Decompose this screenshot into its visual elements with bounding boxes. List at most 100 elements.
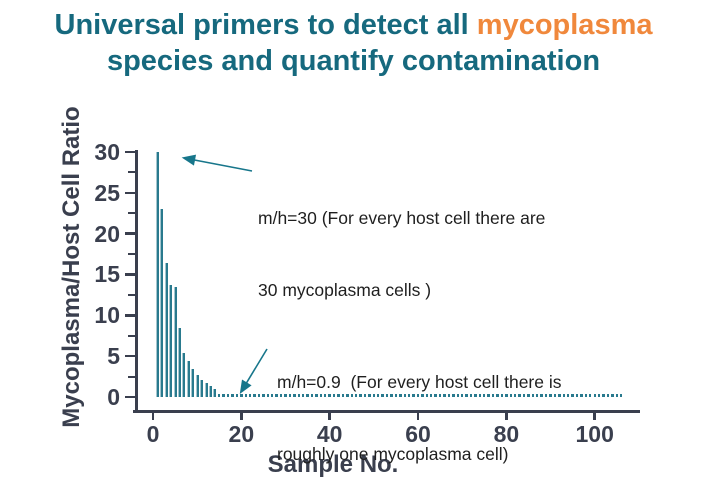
tail-dot-sample-24 [257,394,261,397]
tail-dot-sample-53 [385,394,389,397]
tail-dot-sample-36 [310,394,314,397]
tail-dot-sample-52 [381,394,384,397]
tail-dot-sample-96 [575,394,579,397]
tail-dot-sample-26 [266,394,270,397]
x-tick [240,413,243,420]
tail-dot-sample-39 [324,394,327,397]
y-minor-tick [128,212,135,215]
tail-dot-sample-82 [513,394,517,397]
x-axis-title: Sample No. [267,451,399,478]
x-axis-line [133,410,640,413]
tail-dot-sample-44 [346,394,349,397]
title-text: Universal primers to detect all [54,9,477,41]
y-major-tick [125,150,135,154]
y-tick-label: 0 [107,384,120,410]
tail-dot-sample-81 [509,394,512,397]
annotation-mh09: m/h=0.9 (For every host cell there is ro… [277,322,562,484]
bar-sample-5 [173,286,177,397]
y-major-tick [125,395,135,399]
tail-dot-sample-89 [544,394,548,397]
tail-dot-sample-98 [584,394,588,397]
tail-dot-sample-88 [540,394,543,397]
tail-dot-sample-90 [549,394,552,397]
tail-dot-sample-65 [438,394,442,397]
y-major-tick [125,354,135,358]
tail-dot-sample-54 [390,394,393,397]
tail-dot-sample-91 [553,394,557,397]
bar-sample-9 [191,369,195,397]
x-tick-label: 100 [575,421,614,447]
tail-dot-sample-50 [372,394,376,397]
tail-dot-sample-58 [407,394,411,397]
bar-sample-4 [169,285,173,397]
tail-dot-sample-20 [240,394,243,397]
tail-dot-sample-18 [231,394,234,397]
tail-dot-sample-86 [531,394,535,397]
annotation-mh30-line2: 30 mycoplasma cells ) [258,280,432,300]
tail-dot-sample-40 [328,394,331,397]
x-tick-label: 80 [493,421,520,447]
tail-dot-sample-64 [434,394,437,397]
tail-dot-sample-63 [430,394,433,397]
tail-dot-sample-75 [483,394,486,397]
tail-dot-sample-106 [620,394,623,397]
y-minor-tick [128,334,135,337]
bar-sample-7 [182,352,186,397]
tail-dot-sample-41 [332,394,336,397]
tail-dot-sample-94 [566,394,570,397]
bar-sample-6 [178,328,181,397]
tail-dot-sample-16 [222,394,225,397]
tail-dot-sample-37 [315,394,318,397]
tail-dot-sample-60 [416,394,420,397]
tail-dot-sample-35 [306,394,309,397]
y-tick-label: 15 [94,261,120,288]
tail-dot-sample-59 [412,394,415,397]
bar-sample-14 [213,388,217,397]
tail-dot-sample-100 [593,394,596,397]
tail-dot-sample-23 [253,394,256,397]
tail-dot-sample-85 [527,394,530,397]
x-tick-label: 60 [405,421,431,447]
annotation-mh09-line2: roughly one mycoplasma cell) [277,444,509,464]
tail-dot-sample-56 [399,394,402,397]
y-major-tick [125,273,135,276]
tail-dot-sample-51 [377,394,380,397]
bar-sample-12 [204,383,208,397]
y-tick-label: 30 [94,138,120,165]
slide-title: Universal primers to detect all mycoplas… [0,7,707,79]
x-tick-label: 20 [228,421,255,447]
tail-dot-sample-97 [580,394,583,397]
annotation-mh30: m/h=30 (For every host cell there are 30… [258,158,545,350]
y-minor-tick [128,171,135,174]
bar-sample-1 [155,151,159,397]
y-tick-label: 10 [94,302,120,329]
tail-dot-sample-30 [284,394,287,397]
tail-dot-sample-95 [571,394,574,397]
tail-dot-sample-27 [271,394,274,397]
x-tick [416,413,420,420]
tail-dot-sample-34 [301,394,305,397]
annotation-mh09-line1: m/h=0.9 (For every host cell there is [277,372,562,392]
tail-dot-sample-42 [337,394,340,397]
y-tick-label: 20 [94,220,120,247]
y-minor-tick [128,375,135,378]
tail-dot-sample-57 [403,394,406,397]
tail-dot-sample-102 [602,394,605,397]
tail-dot-sample-68 [452,394,455,397]
x-tick [505,413,508,420]
slide-title-line1: Universal primers to detect all mycoplas… [0,7,707,43]
y-axis-line [135,150,138,413]
tail-dot-sample-33 [297,394,300,397]
tail-dot-sample-32 [293,394,296,397]
arrow-to-tall-bar [181,154,253,172]
tail-dot-sample-43 [341,394,345,397]
y-tick-label: 25 [94,179,120,206]
tail-dot-sample-48 [363,394,367,397]
y-tick-label: 5 [107,343,120,370]
tail-dot-sample-87 [536,394,539,397]
tail-dot-sample-104 [611,394,614,397]
bar-sample-2 [160,209,164,397]
tail-dot-sample-38 [319,394,323,397]
x-tick-label: 0 [146,421,160,447]
